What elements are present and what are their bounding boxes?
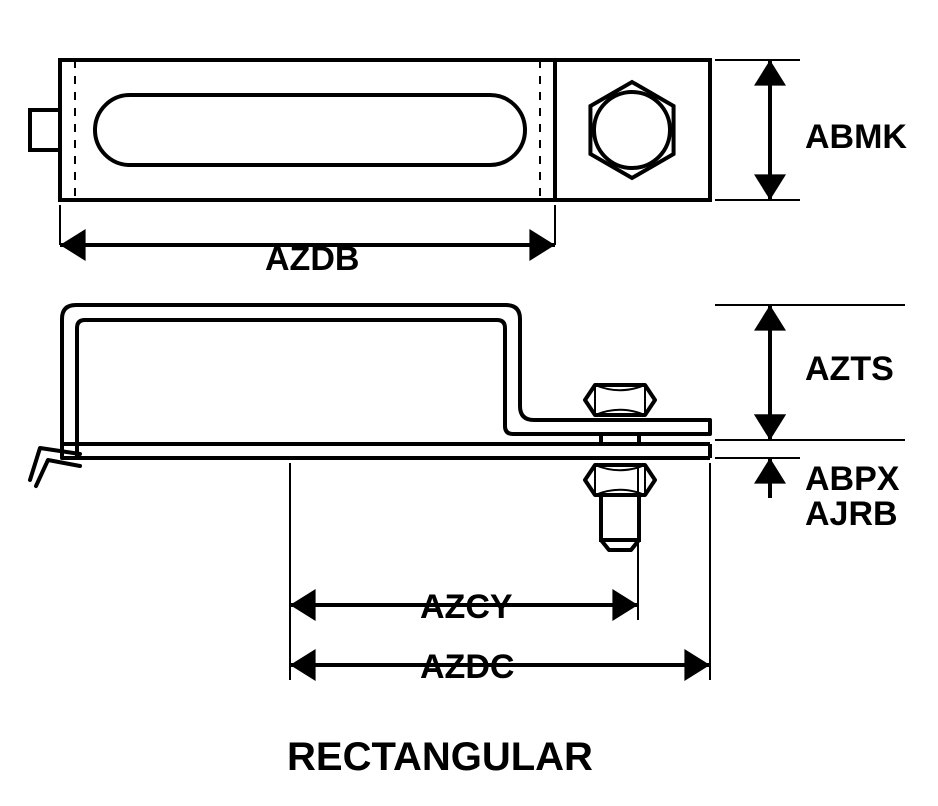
label-azcy: AZCY [420,588,513,626]
technical-drawing: ABMK AZDB AZTS ABPXAJRB AZCY AZDC RECTANGULAR [0,0,938,806]
label-abmk: ABMK [805,118,907,156]
title: RECTANGULAR [287,735,593,779]
label-abpx: ABPX [805,460,900,498]
label-azdc: AZDC [420,648,514,686]
label-azts: AZTS [805,350,894,388]
label-azdb: AZDB [265,240,359,278]
label-ajrb: AJRB [805,495,898,533]
